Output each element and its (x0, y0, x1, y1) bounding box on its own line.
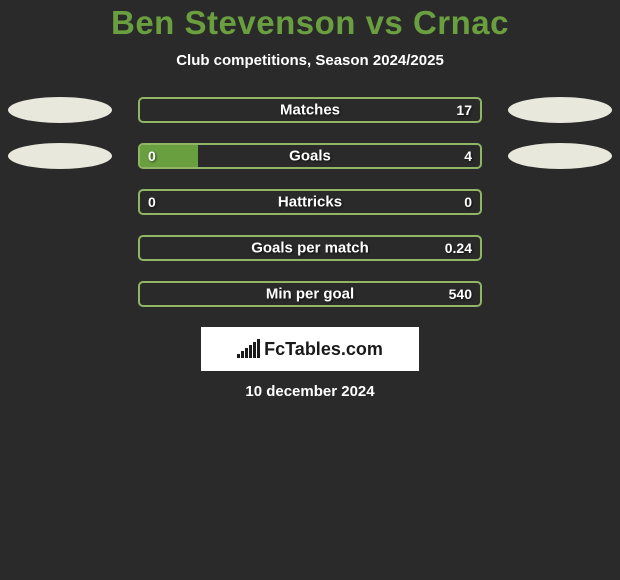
player-left-marker (8, 143, 112, 169)
player-right-marker (508, 143, 612, 169)
stat-row: 0Hattricks0 (10, 189, 610, 215)
bar-chart-icon (237, 340, 260, 358)
stat-right-value: 540 (449, 286, 472, 302)
stat-bar-track: Matches17 (138, 97, 482, 123)
stat-row: Goals per match0.24 (10, 235, 610, 261)
page-title: Ben Stevenson vs Crnac (0, 4, 620, 42)
stat-bar-track: Goals per match0.24 (138, 235, 482, 261)
stat-bar-track: Min per goal540 (138, 281, 482, 307)
stat-label: Min per goal (140, 286, 480, 303)
branding-box: FcTables.com (201, 327, 419, 371)
comparison-card: Ben Stevenson vs Crnac Club competitions… (0, 0, 620, 400)
stat-right-value: 17 (456, 102, 472, 118)
stat-row: 0Goals4 (10, 143, 610, 169)
stat-bar-track: 0Hattricks0 (138, 189, 482, 215)
stat-right-value: 4 (464, 148, 472, 164)
stat-label: Matches (140, 102, 480, 119)
date-label: 10 december 2024 (0, 383, 620, 400)
stat-right-value: 0 (464, 194, 472, 210)
stat-label: Goals per match (140, 240, 480, 257)
stat-bar-track: 0Goals4 (138, 143, 482, 169)
stats-chart: Matches170Goals40Hattricks0Goals per mat… (0, 97, 620, 307)
stat-row: Min per goal540 (10, 281, 610, 307)
player-right-marker (508, 97, 612, 123)
stat-row: Matches17 (10, 97, 610, 123)
stat-label: Goals (140, 148, 480, 165)
player-left-marker (8, 97, 112, 123)
page-subtitle: Club competitions, Season 2024/2025 (0, 52, 620, 69)
branding-text: FcTables.com (264, 339, 383, 360)
stat-label: Hattricks (140, 194, 480, 211)
stat-right-value: 0.24 (445, 240, 472, 256)
